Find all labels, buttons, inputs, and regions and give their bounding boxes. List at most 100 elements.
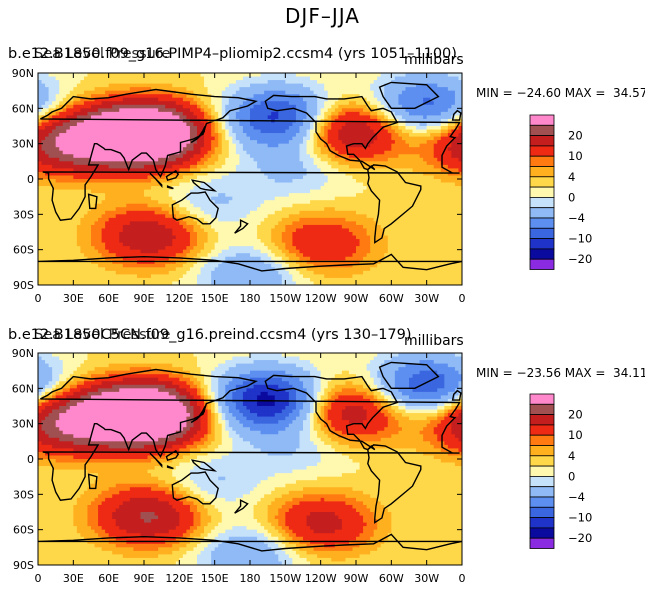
field-cell bbox=[440, 182, 445, 187]
field-cell bbox=[189, 186, 194, 190]
field-cell bbox=[41, 154, 46, 159]
field-cell bbox=[126, 161, 131, 166]
field-cell bbox=[352, 150, 357, 155]
field-cell bbox=[172, 108, 177, 113]
field-cell bbox=[412, 140, 417, 145]
field-cell bbox=[69, 97, 74, 102]
field-cell bbox=[426, 73, 431, 77]
field-cell bbox=[66, 200, 71, 205]
field-cell bbox=[83, 126, 88, 130]
field-cell bbox=[405, 154, 410, 159]
field-cell bbox=[278, 97, 283, 102]
field-cell bbox=[207, 129, 212, 134]
field-cell bbox=[52, 200, 57, 205]
field-cell bbox=[433, 214, 438, 219]
field-cell bbox=[426, 210, 431, 215]
field-cell bbox=[158, 147, 163, 152]
field-cell bbox=[405, 118, 410, 123]
field-cell bbox=[454, 101, 459, 106]
field-cell bbox=[242, 182, 247, 187]
field-cell bbox=[409, 193, 413, 198]
field-cell bbox=[433, 140, 438, 145]
field-cell bbox=[250, 73, 254, 77]
field-cell bbox=[380, 200, 385, 205]
field-cell bbox=[405, 115, 410, 120]
field-cell bbox=[98, 83, 102, 88]
field-cell bbox=[242, 122, 247, 127]
field-cell bbox=[45, 179, 49, 183]
field-cell bbox=[334, 150, 339, 155]
field-cell bbox=[126, 182, 131, 187]
field-cell bbox=[98, 73, 102, 77]
field-cell bbox=[246, 147, 251, 152]
field-cell bbox=[416, 80, 420, 84]
field-cell bbox=[197, 186, 201, 190]
field-cell bbox=[405, 108, 410, 113]
field-cell bbox=[313, 140, 318, 145]
field-cell bbox=[151, 136, 155, 141]
field-cell bbox=[313, 83, 318, 88]
field-cell bbox=[292, 76, 297, 81]
field-cell bbox=[218, 182, 223, 187]
field-cell bbox=[250, 186, 254, 190]
field-cell bbox=[267, 203, 272, 208]
field-cell bbox=[221, 179, 226, 183]
field-cell bbox=[112, 175, 117, 180]
field-cell bbox=[264, 122, 269, 127]
field-cell bbox=[288, 150, 293, 155]
field-cell bbox=[186, 147, 191, 152]
field-cell bbox=[239, 186, 244, 190]
field-cell bbox=[211, 115, 216, 120]
field-cell bbox=[52, 150, 57, 155]
field-cell bbox=[242, 115, 247, 120]
field-cell bbox=[48, 115, 53, 120]
field-cell bbox=[186, 200, 191, 205]
field-cell bbox=[292, 182, 297, 187]
field-cell bbox=[161, 193, 166, 198]
field-cell bbox=[359, 200, 364, 205]
field-cell bbox=[267, 94, 272, 99]
field-cell bbox=[419, 73, 424, 77]
field-cell bbox=[59, 150, 64, 155]
field-cell bbox=[451, 126, 456, 130]
field-cell bbox=[165, 207, 170, 212]
field-cell bbox=[168, 80, 173, 84]
field-cell bbox=[55, 136, 60, 141]
field-cell bbox=[41, 104, 46, 109]
field-cell bbox=[80, 217, 85, 222]
field-cell bbox=[168, 189, 173, 194]
field-cell bbox=[119, 126, 124, 130]
field-cell bbox=[292, 171, 297, 176]
field-cell bbox=[218, 196, 223, 201]
field-cell bbox=[405, 111, 410, 116]
field-cell bbox=[235, 161, 240, 166]
field-cell bbox=[73, 111, 78, 116]
field-cell bbox=[80, 94, 85, 99]
field-cell bbox=[228, 73, 233, 77]
field-cell bbox=[193, 111, 198, 116]
field-cell bbox=[112, 179, 117, 183]
field-cell bbox=[253, 90, 258, 95]
field-cell bbox=[377, 157, 382, 162]
field-cell bbox=[115, 133, 120, 137]
field-cell bbox=[303, 104, 307, 109]
field-cell bbox=[412, 203, 417, 208]
field-cell bbox=[359, 136, 364, 141]
field-cell bbox=[391, 115, 396, 120]
field-cell bbox=[52, 196, 57, 201]
field-cell bbox=[189, 73, 194, 77]
field-cell bbox=[91, 150, 95, 155]
field-cell bbox=[440, 143, 445, 148]
field-cell bbox=[175, 182, 180, 187]
field-cell bbox=[423, 200, 428, 205]
field-cell bbox=[246, 94, 251, 99]
field-cell bbox=[299, 126, 304, 130]
field-cell bbox=[108, 217, 113, 222]
field-cell bbox=[416, 76, 420, 81]
field-cell bbox=[232, 196, 237, 201]
field-cell bbox=[454, 140, 459, 145]
field-cell bbox=[147, 136, 152, 141]
field-cell bbox=[211, 161, 216, 166]
field-cell bbox=[306, 168, 311, 173]
slp-field-1 bbox=[38, 73, 462, 285]
